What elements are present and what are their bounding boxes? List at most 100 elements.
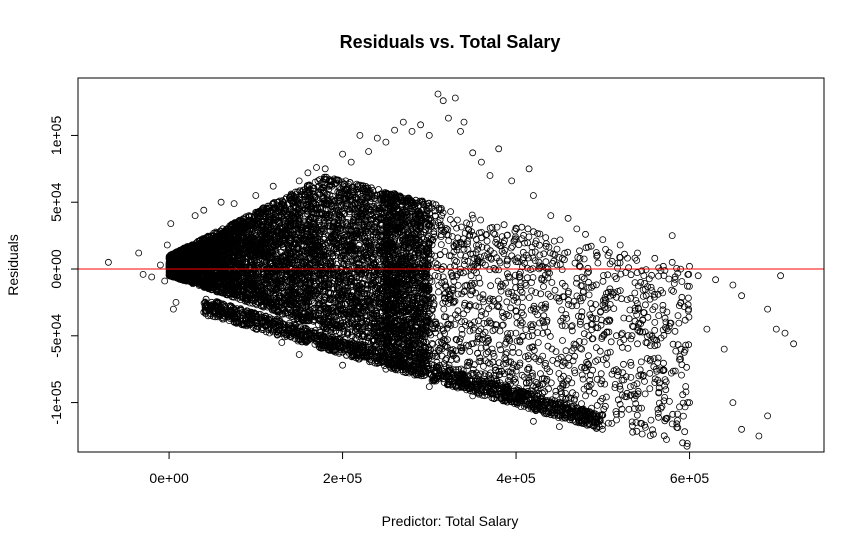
scatter-point bbox=[517, 321, 524, 329]
scatter-point bbox=[437, 241, 445, 249]
scatter-point bbox=[511, 278, 519, 286]
scatter-point bbox=[670, 280, 678, 287]
scatter-point bbox=[634, 390, 642, 398]
scatter-point bbox=[556, 236, 564, 244]
scatter-point bbox=[565, 354, 572, 362]
scatter-point bbox=[593, 344, 600, 352]
scatter-point bbox=[660, 359, 667, 367]
scatter-point bbox=[537, 370, 544, 378]
scatter-point bbox=[668, 286, 676, 294]
scatter-point bbox=[610, 305, 618, 313]
scatter-point bbox=[530, 353, 538, 361]
scatter-point bbox=[654, 354, 662, 362]
scatter-point bbox=[445, 237, 453, 245]
scatter-point bbox=[464, 257, 472, 265]
scatter-point bbox=[641, 390, 649, 398]
scatter-point bbox=[428, 339, 436, 347]
scatter-point bbox=[680, 412, 687, 420]
scatter-point bbox=[659, 306, 667, 314]
scatter-point bbox=[562, 347, 570, 355]
scatter-point bbox=[678, 371, 685, 379]
scatter-point bbox=[429, 340, 437, 348]
scatter-point bbox=[635, 404, 643, 412]
scatter-point bbox=[679, 439, 686, 447]
scatter-point bbox=[497, 287, 505, 295]
scatter-point bbox=[515, 349, 523, 357]
scatter-point bbox=[563, 314, 571, 322]
scatter-point bbox=[671, 367, 679, 375]
scatter-point bbox=[681, 316, 689, 324]
scatter-point bbox=[549, 356, 557, 364]
scatter-point bbox=[675, 319, 683, 327]
chart-title: Residuals vs. Total Salary bbox=[340, 32, 561, 52]
scatter-point bbox=[659, 301, 667, 309]
scatter-point bbox=[594, 356, 602, 364]
scatter-point bbox=[668, 369, 675, 377]
scatter-point bbox=[602, 245, 609, 253]
scatter-point bbox=[585, 291, 593, 299]
scatter-point bbox=[685, 313, 693, 321]
scatter-point bbox=[612, 408, 620, 415]
scatter-point bbox=[468, 211, 476, 219]
scatter-point bbox=[450, 220, 458, 228]
scatter-point bbox=[603, 361, 611, 368]
scatter-point bbox=[507, 304, 515, 312]
scatter-point bbox=[467, 272, 475, 280]
scatter-point bbox=[642, 301, 649, 309]
scatter-point bbox=[674, 312, 682, 320]
scatter-point bbox=[469, 340, 477, 347]
scatter-point bbox=[540, 283, 547, 291]
scatter-point bbox=[534, 339, 542, 346]
scatter-point bbox=[627, 383, 634, 391]
scatter-point bbox=[571, 259, 579, 267]
scatter-point bbox=[631, 279, 639, 287]
scatter-point bbox=[542, 242, 550, 250]
scatter-point bbox=[623, 296, 631, 304]
scatter-point bbox=[550, 237, 558, 245]
scatter-point bbox=[490, 229, 498, 237]
scatter-point bbox=[565, 361, 573, 369]
scatter-point bbox=[500, 221, 508, 229]
scatter-point bbox=[631, 289, 639, 297]
scatter-point bbox=[655, 413, 662, 421]
scatter-point bbox=[645, 275, 653, 283]
scatter-point bbox=[579, 375, 587, 383]
scatter-point bbox=[599, 277, 607, 285]
scatter-point bbox=[477, 216, 485, 224]
scatter-point bbox=[568, 322, 576, 330]
scatter-point bbox=[469, 214, 477, 222]
scatter-point bbox=[540, 250, 548, 258]
scatter-point bbox=[649, 426, 656, 434]
scatter-point bbox=[593, 401, 601, 409]
scatter-point bbox=[454, 307, 462, 315]
scatter-point bbox=[651, 326, 659, 334]
scatter-point bbox=[661, 314, 669, 322]
scatter-point bbox=[585, 283, 593, 291]
scatter-point bbox=[536, 241, 543, 249]
points-layer bbox=[105, 90, 797, 450]
scatter-point bbox=[662, 386, 670, 394]
scatter-point bbox=[462, 321, 470, 329]
scatter-point bbox=[545, 385, 552, 393]
scatter-point bbox=[638, 404, 645, 412]
scatter-point bbox=[670, 287, 677, 295]
scatter-point bbox=[496, 259, 504, 267]
scatter-point bbox=[629, 428, 637, 436]
scatter-point bbox=[594, 259, 602, 267]
scatter-point bbox=[451, 256, 459, 264]
scatter-point bbox=[624, 254, 631, 262]
scatter-point bbox=[600, 272, 607, 279]
scatter-point bbox=[676, 403, 683, 411]
scatter-point bbox=[508, 369, 516, 377]
scatter-point bbox=[580, 255, 588, 263]
scatter-point bbox=[467, 291, 475, 299]
scatter-point bbox=[437, 233, 445, 241]
scatter-point bbox=[514, 298, 521, 306]
scatter-point bbox=[447, 269, 455, 277]
scatter-point bbox=[491, 230, 499, 238]
scatter-point bbox=[622, 373, 630, 381]
scatter-point bbox=[627, 271, 635, 279]
scatter-point bbox=[431, 252, 439, 260]
scatter-point bbox=[448, 233, 456, 240]
